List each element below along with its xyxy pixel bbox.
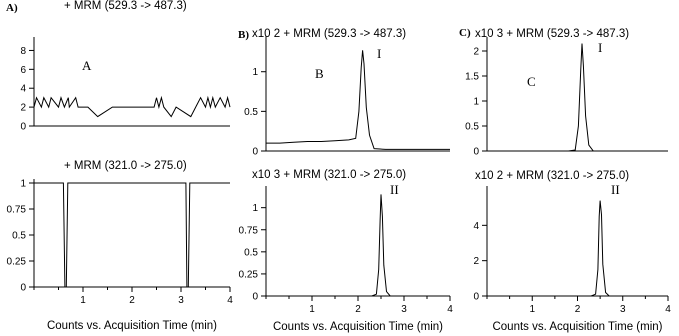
x-axis-label: Counts vs. Acquisition Time (min) bbox=[273, 321, 443, 333]
panel-annotation: B bbox=[315, 66, 324, 81]
peak-label: I bbox=[377, 46, 381, 61]
chart-title: x10 3 + MRM (321.0 -> 275.0) bbox=[252, 169, 406, 181]
y-tick-label: 0.5 bbox=[244, 107, 258, 118]
y-tick-label: 0 bbox=[252, 292, 258, 303]
y-tick-label: 1 bbox=[473, 97, 479, 108]
scale-multiplier: x10 2 bbox=[475, 170, 503, 182]
x-tick-label: 3 bbox=[401, 304, 407, 315]
peak-label: II bbox=[611, 182, 620, 197]
y-tick-label: 1 bbox=[252, 67, 258, 78]
chart-title: x10 2 + MRM (529.3 -> 487.3) bbox=[252, 28, 406, 40]
data-trace bbox=[266, 50, 450, 150]
chart-title-text: + MRM (321.0 -> 275.0) bbox=[64, 160, 187, 172]
x-tick-label: 4 bbox=[665, 304, 671, 315]
chart-panel-4: x10 3 + MRM (321.0 -> 275.0) 0 0.25 0.5 0.75… bbox=[239, 169, 454, 333]
chart-panel-2: + MRM (321.0 -> 275.0) 0 0.25 0.5 0.75 1 1 2 3 4 C… bbox=[7, 160, 234, 332]
chart-panel-5: C) x10 3 + MRM (529.3 -> 487.3) 0 0.5 1 1.5 2 C… bbox=[459, 27, 668, 158]
chart-title-text: + MRM (529.3 -> 487.3) bbox=[506, 28, 629, 40]
y-tick-label: 6 bbox=[20, 65, 26, 76]
y-tick-label: 0.25 bbox=[239, 269, 259, 280]
scale-multiplier: x10 2 bbox=[252, 28, 280, 40]
x-tick-label: 2 bbox=[129, 295, 135, 306]
y-tick-label: 0 bbox=[473, 147, 479, 158]
chart-title: + MRM (529.3 -> 487.3) bbox=[64, 0, 187, 12]
x-tick-label: 2 bbox=[355, 304, 361, 315]
y-tick-label: 0.5 bbox=[244, 247, 258, 258]
y-tick-label: 2 bbox=[473, 256, 479, 267]
y-tick-label: 0.75 bbox=[239, 225, 259, 236]
y-tick-label: 4 bbox=[473, 221, 479, 232]
x-tick-label: 4 bbox=[227, 295, 233, 306]
y-tick-label: 0 bbox=[20, 122, 26, 133]
y-tick-label: 1 bbox=[252, 203, 258, 214]
x-tick-label: 3 bbox=[178, 295, 184, 306]
y-tick-label: 1.5 bbox=[465, 72, 479, 83]
peak-label: II bbox=[390, 182, 399, 197]
y-tick-label: 4 bbox=[20, 84, 26, 95]
data-trace bbox=[34, 182, 230, 288]
y-tick-label: 2 bbox=[473, 47, 479, 58]
x-tick-label: 4 bbox=[447, 304, 453, 315]
chart-title: + MRM (321.0 -> 275.0) bbox=[64, 160, 187, 172]
data-trace bbox=[33, 95, 231, 118]
y-tick-label: 0.5 bbox=[12, 231, 26, 242]
x-tick-label: 3 bbox=[620, 304, 626, 315]
scale-multiplier: x10 3 bbox=[252, 169, 280, 181]
x-tick-label: 1 bbox=[80, 295, 86, 306]
chart-title: x10 3 + MRM (529.3 -> 487.3) bbox=[475, 28, 629, 40]
data-trace bbox=[487, 43, 668, 152]
panel-label: A) bbox=[6, 2, 18, 14]
chart-panel-3: B) x10 2 + MRM (529.3 -> 487.3) 0 0.5 1 B I bbox=[238, 28, 450, 158]
panel-annotation: C bbox=[527, 74, 536, 89]
y-tick-label: 0.75 bbox=[7, 205, 27, 216]
chart-title-text: + MRM (321.0 -> 275.0) bbox=[283, 169, 406, 181]
x-axis-label: Counts vs. Acquisition Time (min) bbox=[492, 321, 662, 333]
x-tick-label: 2 bbox=[575, 304, 581, 315]
panel-label: B) bbox=[238, 29, 249, 41]
y-tick-label: 0 bbox=[473, 292, 479, 303]
y-tick-label: 2 bbox=[20, 103, 26, 114]
y-tick-label: 0.25 bbox=[7, 257, 27, 268]
y-tick-label: 0 bbox=[252, 147, 258, 158]
y-tick-label: 0 bbox=[20, 283, 26, 294]
chart-title: x10 2 + MRM (321.0 -> 275.0) bbox=[475, 170, 629, 182]
peak-label: I bbox=[598, 40, 602, 55]
chart-panel-1: A) + MRM (529.3 -> 487.3) 0 2 4 6 8 A bbox=[6, 0, 231, 133]
x-tick-label: 1 bbox=[529, 304, 535, 315]
chart-title-text: + MRM (529.3 -> 487.3) bbox=[64, 0, 187, 12]
panel-label: C) bbox=[459, 27, 471, 39]
x-axis-label: Counts vs. Acquisition Time (min) bbox=[47, 320, 217, 332]
y-tick-label: 8 bbox=[20, 46, 26, 57]
panel-annotation: A bbox=[82, 58, 92, 73]
data-trace bbox=[266, 194, 450, 297]
chart-title-text: + MRM (321.0 -> 275.0) bbox=[506, 170, 629, 182]
data-trace bbox=[487, 200, 668, 297]
x-tick-label: 1 bbox=[309, 304, 315, 315]
y-tick-label: 1 bbox=[20, 179, 26, 190]
chart-title-text: + MRM (529.3 -> 487.3) bbox=[283, 28, 406, 40]
scale-multiplier: x10 3 bbox=[475, 28, 503, 40]
y-tick-label: 0.5 bbox=[465, 122, 479, 133]
